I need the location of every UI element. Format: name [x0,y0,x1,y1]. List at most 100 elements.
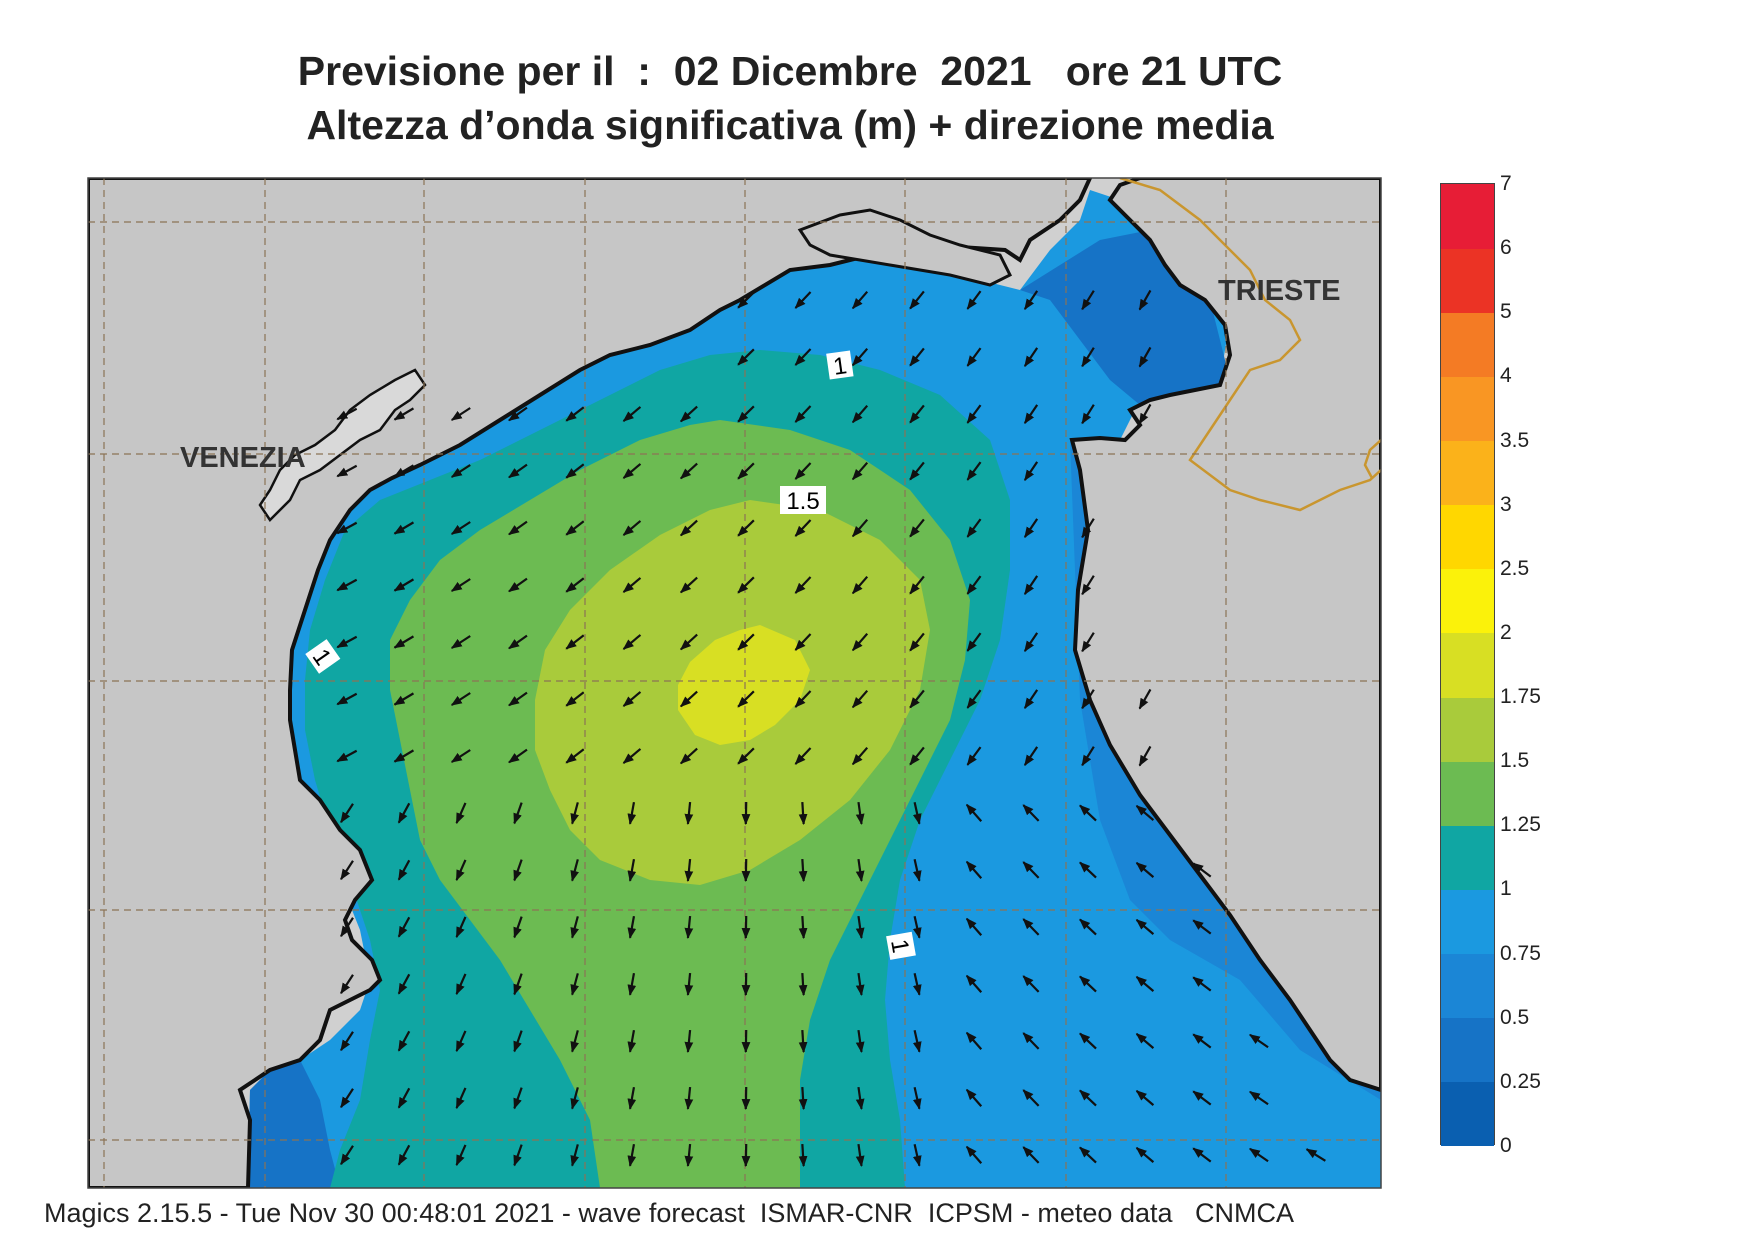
direction-arrow [737,690,755,708]
graticule [88,178,1381,1188]
direction-arrow [1022,975,1040,993]
direction-arrow [622,634,642,650]
direction-arrow [909,632,925,652]
colorbar-tick-label: 3 [1500,492,1512,516]
direction-arrow [855,972,865,996]
direction-arrow [1023,632,1039,653]
direction-arrow [1135,1033,1155,1049]
direction-arrow [1138,346,1152,368]
direction-arrow [966,347,982,367]
direction-arrow [680,576,698,594]
direction-arrow [851,404,869,424]
direction-arrow [1138,289,1152,311]
direction-arrow [851,746,869,766]
direction-arrow [570,802,579,825]
direction-arrow [1081,689,1095,710]
svg-text:1: 1 [832,352,849,381]
direction-arrow [1079,1146,1097,1164]
direction-arrow [684,972,694,997]
colorbar-tick-label: 0.75 [1500,941,1541,965]
direction-arrow [1022,1032,1040,1050]
colorbar-tick-label: 1.25 [1500,813,1541,837]
direction-arrow [340,803,354,824]
direction-arrow [455,802,467,825]
direction-arrow [965,803,983,823]
direction-arrow [393,635,415,649]
direction-arrow [1081,632,1095,653]
direction-arrow [794,405,812,423]
colorbar-tick-label: 2 [1500,620,1512,644]
direction-arrow [393,464,415,478]
direction-arrow [336,464,358,478]
direction-arrow [450,749,471,763]
colorbar-tick-label: 4 [1500,364,1512,388]
direction-arrow [393,521,415,535]
direction-arrow [508,577,528,593]
direction-arrow [1192,1090,1212,1106]
direction-arrow [455,1030,467,1053]
direction-arrow [909,290,925,310]
direction-arrow [798,1086,808,1111]
direction-arrow [1135,805,1155,821]
contour-label-1-top: 1 [826,350,854,381]
direction-arrow [1135,862,1155,878]
direction-arrow [340,917,354,938]
direction-arrow [508,463,528,479]
direction-arrow [340,1088,354,1109]
direction-arrow [684,1086,694,1111]
direction-arrow [794,519,812,537]
direction-arrow [336,407,358,421]
direction-arrow [1079,804,1097,822]
direction-arrow [1023,746,1039,767]
direction-arrow [565,691,585,707]
direction-arrow [622,463,642,479]
direction-arrow [570,1030,579,1053]
direction-arrow [565,748,585,764]
lagoon [258,368,427,522]
colorbar-segment [1441,504,1494,570]
direction-arrow [798,858,808,883]
direction-arrow [1135,1147,1155,1163]
direction-arrow [393,578,415,592]
direction-arrow [1022,804,1040,822]
direction-arrow [570,1144,579,1167]
direction-arrow [680,519,698,537]
direction-arrow [1022,1146,1040,1164]
direction-arrow [737,576,755,594]
direction-arrow [912,1030,922,1053]
direction-arrow [1079,1032,1097,1050]
direction-arrow [340,1031,354,1052]
direction-arrow [393,749,415,763]
direction-arrow [627,1143,637,1167]
direction-arrow [965,860,983,880]
direction-arrow [393,407,415,421]
direction-arrow [798,972,808,997]
direction-arrow [851,689,869,709]
direction-arrow [794,462,812,480]
direction-arrow [855,858,865,882]
direction-arrow [627,801,637,825]
direction-arrow [565,406,585,422]
direction-arrow [909,347,925,367]
direction-arrow [680,633,698,651]
direction-arrow [508,634,528,650]
direction-arrow [1023,404,1039,425]
direction-arrow [1023,689,1039,710]
direction-arrow [340,860,354,881]
direction-arrow [794,576,812,594]
direction-arrow [1023,575,1039,596]
direction-arrow [909,461,925,481]
direction-arrow [851,575,869,595]
direction-arrow [627,972,637,996]
colorbar-tick-label: 0 [1500,1134,1512,1157]
direction-arrow [912,973,922,996]
direction-arrow [450,635,471,649]
direction-arrow [855,1143,865,1167]
direction-arrow [1192,919,1212,935]
direction-arrow [513,1030,523,1053]
city-label-venezia: VENEZIA [180,442,306,474]
direction-arrow [513,916,523,939]
direction-arrow [1192,976,1212,992]
direction-arrow [570,859,579,882]
direction-arrow [912,916,922,939]
